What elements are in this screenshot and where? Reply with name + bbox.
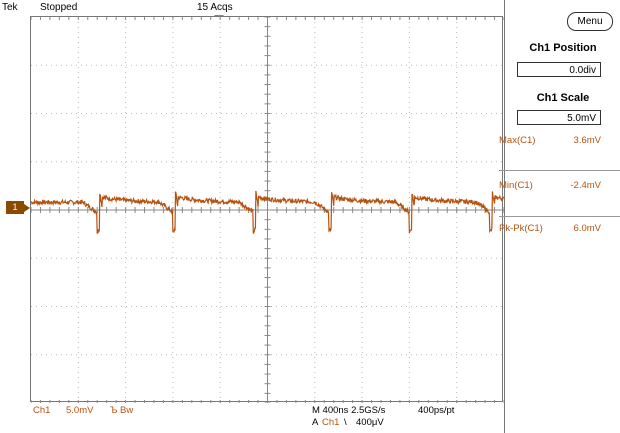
measurement-pkpk-value: 6.0mV (573, 223, 601, 234)
ch1-position-value[interactable]: 0.0div (517, 62, 601, 77)
measurement-min-label: Min(C1) (499, 180, 533, 191)
coupling-icon: Ъ (110, 405, 118, 416)
trigger-source[interactable]: Ch1 (322, 417, 340, 428)
ch1-position-title: Ch1 Position (529, 42, 597, 54)
measurement-max-label: Max(C1) (499, 135, 536, 146)
graticule-svg (31, 17, 504, 403)
measurement-divider (499, 216, 620, 217)
readout-bar: Ch1 5.0mV Ъ Bw M 400ns 2.5GS/s 400ps/pt … (0, 400, 504, 433)
run-state: Stopped (40, 2, 78, 13)
trigger-level[interactable]: 400μV (356, 417, 384, 428)
trigger-prefix: A (312, 417, 319, 428)
menu-button[interactable]: Menu (567, 12, 613, 31)
channel1-ground-marker[interactable]: 1 (6, 201, 30, 214)
channel1-waveform-trace (31, 190, 504, 234)
status-bar: Tek Stopped 15 Acqs (0, 0, 620, 16)
timebase-readout[interactable]: M 400ns 2.5GS/s (312, 405, 386, 416)
measurement-max-value: 3.6mV (573, 135, 601, 146)
waveform-graticule (30, 16, 504, 403)
brand-label: Tek (2, 2, 18, 13)
ch1-scale-title: Ch1 Scale (536, 92, 590, 104)
measurement-min-value: -2.4mV (570, 180, 601, 191)
record-resolution: 400ps/pt (418, 405, 455, 416)
channel-label[interactable]: Ch1 (33, 405, 51, 416)
ch1-scale-value[interactable]: 5.0mV (517, 110, 601, 125)
measurement-divider (499, 170, 620, 171)
trigger-slope-icon: \ (344, 417, 347, 428)
measurement-pkpk-label: Pk-Pk(C1) (499, 223, 543, 234)
side-menu: Menu Ch1 Position 0.0div Ch1 Scale 5.0mV… (499, 0, 620, 433)
acquisition-count: 15 Acqs (197, 2, 233, 13)
bandwidth-limit: Bw (120, 405, 134, 416)
channel-scale[interactable]: 5.0mV (66, 405, 94, 416)
